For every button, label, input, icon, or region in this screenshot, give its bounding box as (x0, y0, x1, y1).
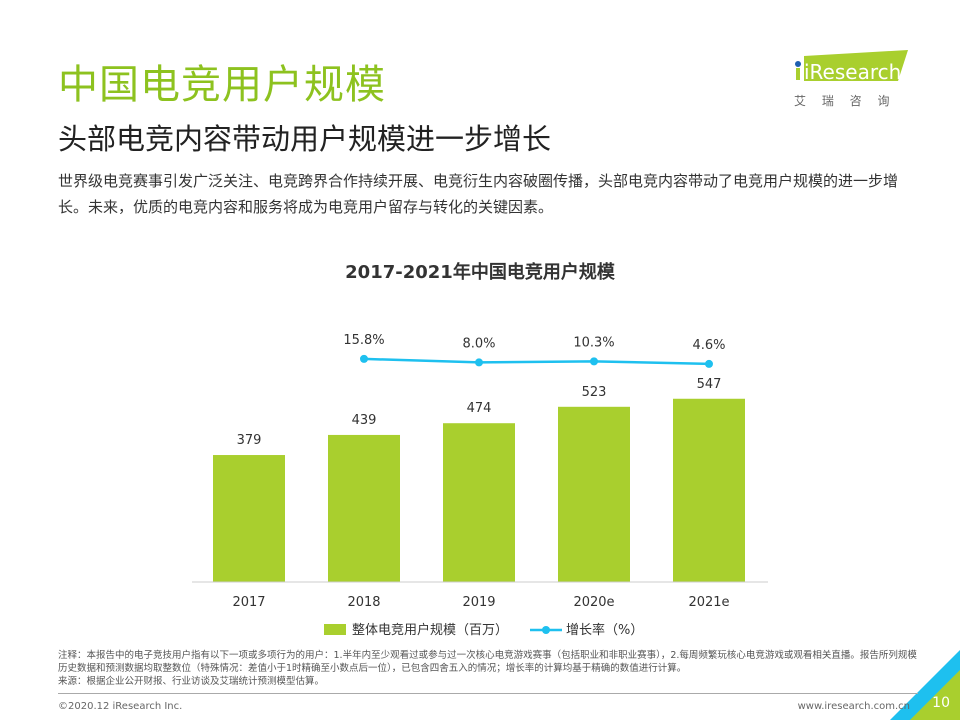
growth-label: 10.3% (573, 335, 614, 350)
x-tick-label: 2018 (347, 595, 380, 610)
growth-line (363, 357, 710, 366)
growth-label: 4.6% (692, 338, 725, 353)
growth-point (360, 354, 368, 363)
copyright: ©2020.12 iResearch Inc. (58, 701, 183, 712)
footer-divider (58, 693, 918, 694)
page-number: 10 (932, 695, 950, 711)
bar-label: 474 (467, 401, 492, 416)
growth-label: 15.8% (343, 333, 384, 348)
note-text: 注释：本报告中的电子竞技用户指有以下一项或多项行为的用户：1.半年内至少观看过或… (58, 650, 917, 674)
logo-brand: iResearch (804, 60, 901, 84)
footnotes: 注释：本报告中的电子竞技用户指有以下一项或多项行为的用户：1.半年内至少观看过或… (58, 649, 918, 688)
legend-line-label: 增长率（%） (566, 622, 643, 638)
growth-point (705, 359, 713, 368)
corner-decoration-green (910, 670, 960, 720)
bar (558, 406, 630, 582)
growth-label: 8.0% (462, 336, 495, 351)
bar-label: 547 (697, 377, 722, 392)
page-subtitle: 头部电竞内容带动用户规模进一步增长 (58, 122, 552, 156)
bar (443, 423, 515, 582)
description: 世界级电竞赛事引发广泛关注、电竞跨界合作持续开展、电竞衍生内容破圈传播，头部电竞… (58, 172, 899, 216)
chart-title: 2017-2021年中国电竞用户规模 (345, 262, 615, 283)
bar-label: 379 (237, 433, 262, 448)
bar-label: 439 (352, 413, 377, 428)
page-title: 中国电竞用户规模 (58, 62, 386, 108)
growth-point (475, 358, 483, 367)
bar (328, 434, 400, 582)
growth-point (590, 357, 598, 366)
bar (673, 398, 745, 582)
legend-bar-label: 整体电竞用户规模（百万） (352, 622, 508, 638)
source-text: 来源：根据企业公开财报、行业访谈及艾瑞统计预测模型估算。 (58, 676, 325, 687)
bar-label: 523 (582, 385, 607, 400)
bar (213, 455, 285, 582)
x-tick-label: 2017 (232, 595, 265, 610)
x-tick-label: 2021e (688, 595, 729, 610)
iresearch-logo: iResearch 艾 瑞 咨 询 (790, 48, 920, 110)
x-tick-label: 2020e (573, 595, 614, 610)
logo-chinese: 艾 瑞 咨 询 (794, 93, 895, 108)
legend-line-marker (542, 626, 550, 634)
x-tick-label: 2019 (462, 595, 495, 610)
website-link[interactable]: www.iresearch.com.cn (797, 701, 910, 712)
legend-bar-swatch (324, 624, 346, 635)
legend: 整体电竞用户规模（百万） 增长率（%） (324, 622, 643, 638)
